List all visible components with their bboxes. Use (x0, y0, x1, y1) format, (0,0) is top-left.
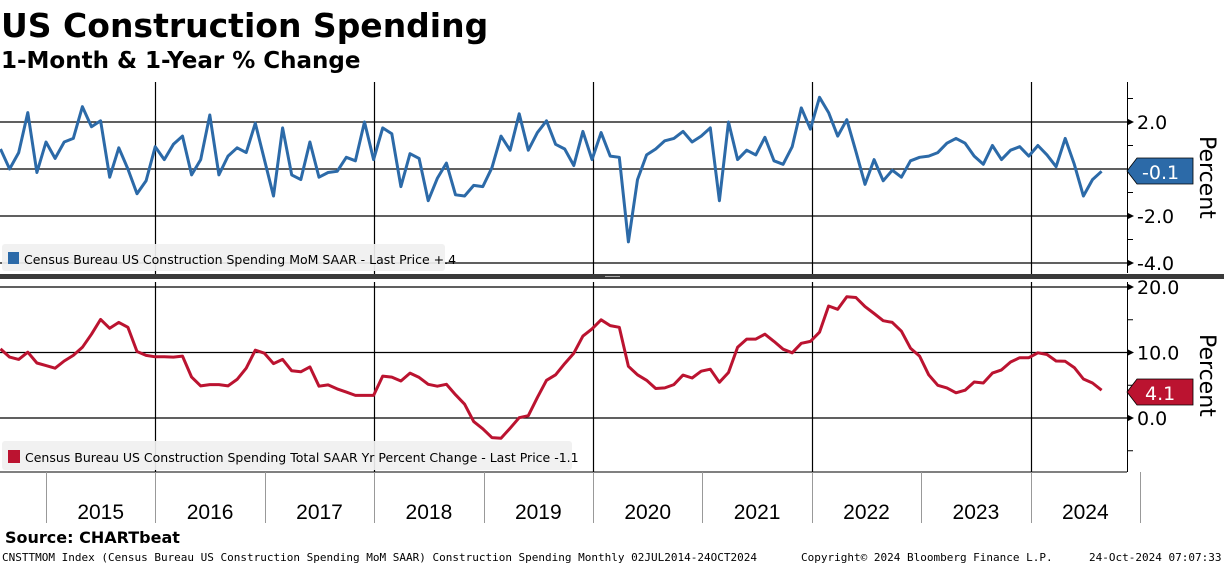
top-y-ticks: 2.0 -2.0 -4.0 (1127, 98, 1174, 275)
x-tick-label: 2015 (77, 501, 124, 524)
footer-timestamp: 24-Oct-2024 07:07:33 (1089, 551, 1221, 564)
bottom-y-ticks: 20.0 10.0 0.0 (1127, 277, 1179, 452)
legend-swatch-yoy (8, 450, 20, 463)
mom-line (0, 95, 1103, 244)
y-tick-label: -4.0 (1137, 253, 1174, 275)
chart-subtitle: 1-Month & 1-Year % Change (1, 48, 361, 74)
yoy-series (0, 295, 1103, 440)
legend-background (2, 441, 572, 470)
x-tick-label: 2021 (734, 501, 781, 524)
x-tick-label: 2019 (515, 501, 562, 524)
top-y-axis-label: Percent (1194, 136, 1219, 219)
x-tick-label: 2024 (1062, 501, 1109, 524)
footer-description: CNSTTMOM Index (Census Bureau US Constru… (2, 551, 757, 564)
top-legend: Census Bureau US Construction Spending M… (2, 244, 456, 271)
x-tick-label: 2016 (187, 501, 234, 524)
x-tick-label: 2020 (624, 501, 671, 524)
bottom-last-value: 4.1 (1145, 383, 1175, 405)
y-tick-label: -2.0 (1137, 206, 1174, 228)
x-axis: 2015 2016 2017 2018 2019 2020 2021 2022 2023 2024 (46, 472, 1141, 524)
bottom-legend: Census Bureau US Construction Spending T… (2, 441, 579, 470)
bottom-y-axis-label: Percent (1194, 334, 1219, 417)
y-tick-label: 20.0 (1137, 277, 1179, 299)
yoy-line (0, 295, 1103, 440)
footer-copyright: Copyright© 2024 Bloomberg Finance L.P. (801, 551, 1053, 564)
source-label: Source: CHARTbeat (5, 528, 180, 547)
y-tick-label: 10.0 (1137, 343, 1179, 365)
bottom-panel-grid (0, 282, 1127, 473)
major-tick (1128, 349, 1134, 356)
x-tick-label: 2022 (843, 501, 890, 524)
legend-label-mom: Census Bureau US Construction Spending M… (24, 252, 456, 267)
y-tick-label: 2.0 (1137, 112, 1167, 134)
x-tick-label: 2023 (953, 501, 1000, 524)
x-tick-label: 2017 (296, 501, 343, 524)
legend-background (2, 244, 445, 271)
chart-title: US Construction Spending (1, 6, 488, 45)
y-tick-label: 0.0 (1137, 408, 1167, 430)
legend-swatch-mom (8, 252, 19, 264)
bottom-last-value-badge: 4.1 (1126, 378, 1194, 406)
mom-series (0, 95, 1103, 244)
top-last-value-badge: -0.1 (1126, 157, 1194, 185)
major-tick (1128, 119, 1134, 125)
major-tick (1128, 284, 1134, 290)
major-tick (1128, 213, 1134, 219)
top-last-value: -0.1 (1142, 162, 1179, 184)
legend-label-yoy: Census Bureau US Construction Spending T… (25, 450, 579, 465)
x-tick-label: 2018 (406, 501, 453, 524)
major-tick (1128, 415, 1134, 421)
major-tick (1128, 260, 1134, 266)
